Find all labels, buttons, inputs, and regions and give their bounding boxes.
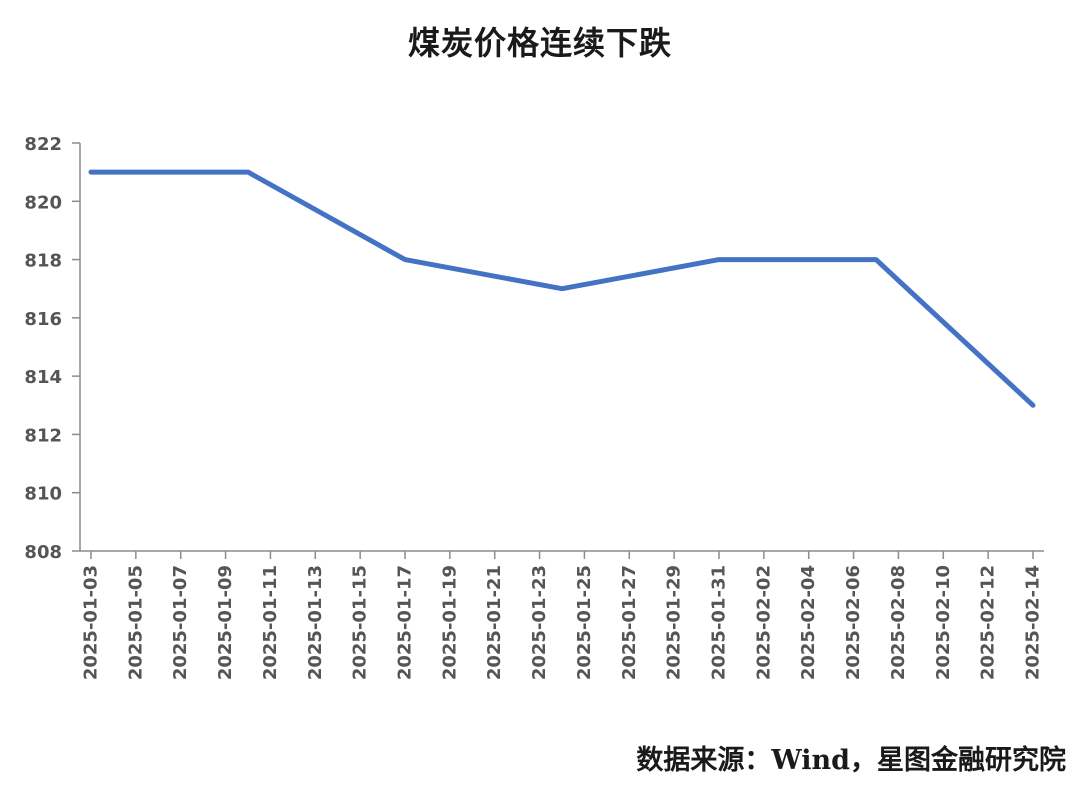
y-tick-label: 814 xyxy=(24,367,62,388)
y-tick-label: 820 xyxy=(24,192,62,213)
y-tick-label: 822 xyxy=(24,134,62,155)
x-tick-label: 2025-01-13 xyxy=(305,565,326,680)
x-tick-label: 2025-01-05 xyxy=(125,565,146,680)
y-axis: 808 810 812 814 816 818 820 822 xyxy=(24,134,81,563)
x-tick-label: 2025-01-17 xyxy=(395,565,416,680)
y-tick-label: 816 xyxy=(24,309,62,330)
x-tick-label: 2025-01-09 xyxy=(215,565,236,680)
chart-title: 煤炭价格连续下跌 xyxy=(407,24,672,62)
series-lines xyxy=(88,169,1036,408)
x-tick-label: 2025-01-29 xyxy=(664,565,685,680)
x-tick-label: 2025-02-06 xyxy=(843,565,864,680)
x-tick-label: 2025-02-08 xyxy=(888,565,909,680)
y-tick-label: 818 xyxy=(24,251,62,272)
x-tick-label: 2025-01-21 xyxy=(484,565,505,680)
x-tick-label: 2025-01-25 xyxy=(574,565,595,680)
x-tick-label: 2025-01-03 xyxy=(81,565,102,680)
x-tick-label: 2025-01-11 xyxy=(260,565,281,680)
x-axis: 2025-01-03 2025-01-05 2025-01-07 2025-01-09… xyxy=(80,550,1044,680)
x-tick-label: 2025-01-23 xyxy=(529,565,550,680)
x-tick-label: 2025-01-31 xyxy=(709,565,730,680)
source-note: 数据来源：Wind，星图金融研究院 xyxy=(636,745,1066,776)
x-tick-label: 2025-01-07 xyxy=(170,565,191,680)
x-tick-label: 2025-01-27 xyxy=(619,565,640,680)
x-tick-label: 2025-01-15 xyxy=(350,565,371,680)
x-tick-label: 2025-01-19 xyxy=(439,565,460,680)
x-tick-label: 2025-02-02 xyxy=(753,565,774,680)
x-tick-label: 2025-02-10 xyxy=(933,565,954,680)
x-tick-label: 2025-02-12 xyxy=(978,565,999,680)
x-tick-label: 2025-02-14 xyxy=(1023,565,1044,680)
y-tick-label: 808 xyxy=(24,542,62,563)
y-tick-label: 810 xyxy=(24,484,62,505)
y-tick-label: 812 xyxy=(24,425,62,446)
x-tick-label: 2025-02-04 xyxy=(798,565,819,680)
